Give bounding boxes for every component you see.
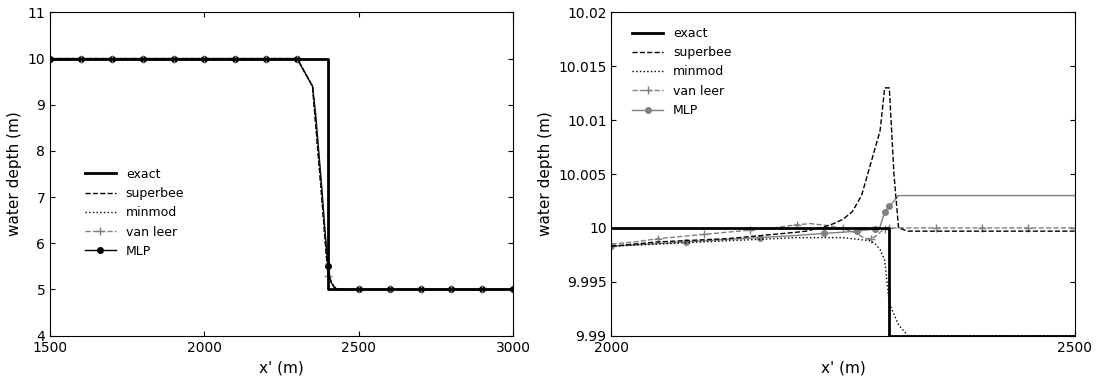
Y-axis label: water depth (m): water depth (m) [7, 112, 22, 236]
Legend: exact, superbee, minmod, van leer, MLP: exact, superbee, minmod, van leer, MLP [79, 163, 189, 263]
Legend: exact, superbee, minmod, van leer, MLP: exact, superbee, minmod, van leer, MLP [626, 22, 736, 122]
X-axis label: x' (m): x' (m) [821, 360, 865, 375]
Y-axis label: water depth (m): water depth (m) [537, 112, 553, 236]
X-axis label: x' (m): x' (m) [259, 360, 304, 375]
